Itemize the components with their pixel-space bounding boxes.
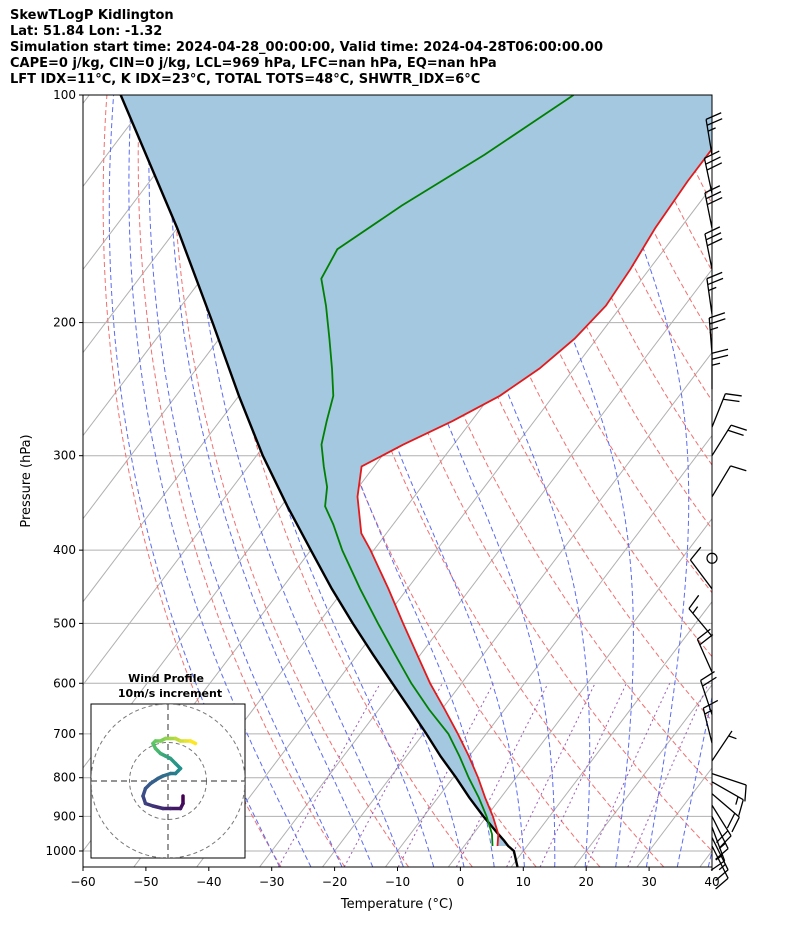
axes: −60 −50 −40 −30 −20 −10 0 10 20 30 40 1000 900 800 700… [45, 88, 719, 889]
parcel-profile-line [119, 95, 519, 867]
wind-barb [711, 465, 747, 498]
y-tick-label: 900 [53, 809, 76, 823]
simulation-times: Simulation start time: 2024-04-28_00:00:… [10, 40, 603, 55]
isotherm-line [322, 351, 712, 867]
y-tick-label: 800 [53, 771, 76, 785]
dry-adiabat-line [102, 95, 282, 867]
x-tick-label: −10 [385, 875, 410, 889]
y-tick-label: 100 [53, 88, 76, 102]
x-tick-label: 0 [457, 875, 465, 889]
y-axis-label: Pressure (hPa) [19, 434, 34, 527]
isotherm-line [83, 95, 216, 271]
dry-adiabat-line [137, 95, 346, 867]
y-tick-label: 200 [53, 316, 76, 330]
y-tick-label: 600 [53, 676, 76, 690]
x-tick-label: 10 [516, 875, 531, 889]
wind-barb [689, 546, 713, 590]
dry-adiabat-line [464, 95, 712, 594]
wind-barb [696, 628, 714, 673]
y-tick-label: 300 [53, 449, 76, 463]
x-tick-label: −30 [259, 875, 284, 889]
mixing-ratio-line [506, 683, 596, 867]
wind-barb [706, 271, 724, 315]
isotherm-line [447, 517, 712, 867]
x-tick-label: −60 [70, 875, 95, 889]
isotherm-line [83, 95, 90, 105]
mixing-ratio-line [585, 683, 671, 867]
isotherm-line [384, 434, 712, 867]
chart-header: SkewTLogP Kidlington Lat: 51.84 Lon: -1.… [10, 8, 603, 88]
moist-adiabat-line [215, 95, 435, 867]
x-tick-label: 30 [641, 875, 656, 889]
wind-barb [711, 424, 747, 457]
y-tick-label: 400 [53, 543, 76, 557]
cape-fill [120, 95, 712, 846]
moist-adiabat-line [169, 95, 374, 867]
wind-barb [711, 348, 729, 390]
dry-adiabat-line [660, 95, 712, 205]
dry-adiabat-line [334, 95, 712, 852]
location-coordinates: Lat: 51.84 Lon: -1.32 [10, 24, 163, 39]
wind-barb [711, 730, 737, 762]
mixing-ratio-line [539, 683, 627, 867]
mixing-ratio-line [627, 683, 709, 867]
stability-indices: LFT IDX=11°C, K IDX=23°C, TOTAL TOTS=48°… [10, 72, 481, 87]
moist-adiabat-line [489, 95, 634, 867]
isotherm-line [699, 850, 712, 867]
wind-barb [711, 793, 740, 833]
wind-barb [688, 594, 713, 637]
moist-adiabat-line [191, 95, 404, 867]
x-tick-label: −20 [322, 875, 347, 889]
wind-barb [711, 804, 732, 849]
temperature-profile-line [356, 147, 712, 847]
x-tick-label: 40 [704, 875, 719, 889]
hodograph-title: Wind Profile [128, 672, 204, 685]
moist-adiabat-line [311, 95, 525, 867]
wind-barb [704, 226, 723, 270]
moist-adiabat-line [148, 95, 343, 867]
hodograph-inset: Wind Profile 10m/s increment [90, 672, 246, 859]
wind-barb [711, 393, 742, 428]
moist-adiabat-line [588, 95, 690, 867]
chart-title: SkewTLogP Kidlington [10, 8, 174, 23]
isotherm-line [196, 185, 712, 867]
hodograph-segment [188, 739, 198, 746]
x-tick-label: −40 [196, 875, 221, 889]
y-tick-label: 700 [53, 727, 76, 741]
hodograph-subtitle: 10m/s increment [118, 687, 222, 700]
dewpoint-profile-line [320, 95, 575, 847]
wind-barbs [688, 112, 747, 890]
isotherm-line [259, 268, 712, 867]
y-tick-label: 1000 [45, 844, 76, 858]
mixing-ratio-line [455, 683, 549, 867]
dry-adiabat-line [432, 95, 712, 658]
wind-barb [703, 150, 723, 194]
wind-barb [711, 837, 729, 882]
isotherm-line [573, 684, 712, 867]
isotherm-line [510, 600, 712, 867]
stability-parameters: CAPE=0 j/kg, CIN=0 j/kg, LCL=969 hPa, LF… [10, 56, 497, 71]
dry-adiabat-line [759, 95, 794, 867]
x-tick-label: 20 [579, 875, 594, 889]
cape-area [120, 95, 712, 846]
wind-barb [711, 772, 747, 802]
sounding-profiles [119, 95, 712, 867]
moist-adiabat-line [108, 95, 281, 867]
wind-barb [710, 826, 726, 871]
wind-barb [699, 671, 717, 715]
wind-barb [711, 781, 744, 816]
x-axis-label: Temperature (°C) [340, 897, 453, 912]
x-tick-label: −50 [133, 875, 158, 889]
dry-adiabat-line [726, 95, 794, 867]
mixing-ratio-line [277, 683, 381, 867]
moist-adiabat-line [128, 95, 312, 867]
y-tick-label: 500 [53, 616, 76, 630]
wind-barb [704, 185, 723, 229]
